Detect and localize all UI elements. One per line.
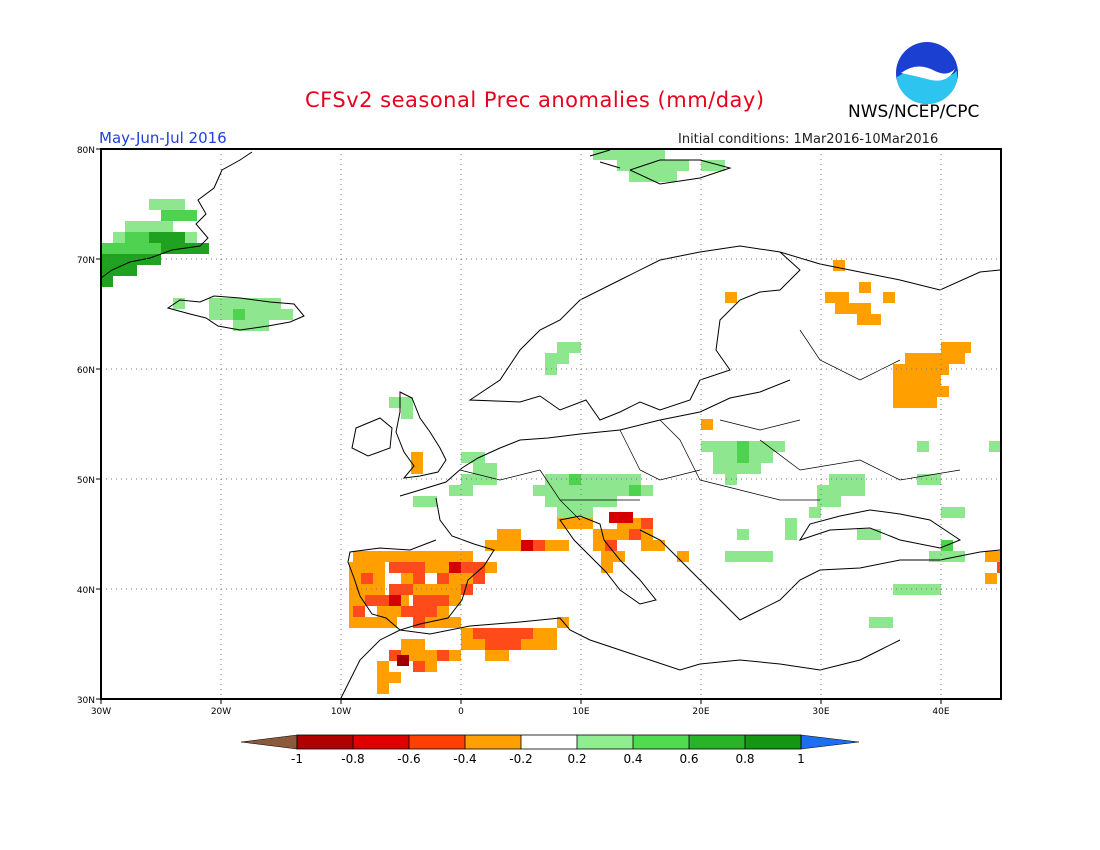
map-frame [100,148,1002,700]
lat-label: 30N [77,696,95,706]
legend-swatch [633,735,689,749]
lat-label: 80N [77,146,95,156]
balkans-coast [639,529,1001,621]
lon-label: 0 [458,707,464,717]
lon-label: 20E [692,707,709,717]
iceland-coast [166,295,305,331]
legend-swatch [521,735,577,749]
initial-conditions: Initial conditions: 1Mar2016-10Mar2016 [678,132,939,147]
legend-swatch [745,735,801,749]
cells-darkred [397,655,409,666]
legend-swatch [465,735,521,749]
lat-label: 70N [77,256,95,266]
legend-swatch [409,735,465,749]
legend-label: 0.6 [679,752,698,766]
coastlines [100,149,1001,701]
legend-swatch [353,735,409,749]
legend-swatch [577,735,633,749]
legend-arrow-low [240,734,298,750]
legend-frame [296,734,802,750]
iberia-coast [347,497,495,631]
cells-orange [349,260,1001,694]
lat-label: 50N [77,476,95,486]
lon-label: 30W [91,707,111,717]
scandinavia-coast [468,245,801,421]
legend-label: 0.8 [735,752,754,766]
legend-swatch [297,735,353,749]
map-frame-bg [101,149,1001,699]
continental-coast [399,379,791,497]
legend-arrow-high [800,734,860,750]
africa-coast [339,617,901,701]
legend-label: -0.2 [509,752,532,766]
greenland-coast [100,151,253,279]
legend-label: -0.6 [397,752,420,766]
legend-swatch [689,735,745,749]
lat-axis: 80N 70N 60N 50N 40N 30N [77,146,95,706]
anomaly-cells [101,149,1001,694]
graticule [101,149,1001,699]
legend-label: -1 [291,752,303,766]
cells-green-dark [101,232,209,287]
lon-ticks [100,699,942,704]
svalbard-coast [589,149,732,185]
kola-coast [779,251,1001,291]
lat-label: 40N [77,586,95,596]
lat-label: 60N [77,366,95,376]
color-legend: -1 -0.8 -0.6 -0.4 -0.2 0.2 0.4 0.6 0.8 1 [240,734,860,766]
chart-title: CFSv2 seasonal Prec anomalies (mm/day) [305,88,765,112]
legend-label: -0.4 [453,752,476,766]
cells-redorange [353,518,1001,672]
britain-coast [395,391,447,479]
lon-axis: 30W 20W 10W 0 10E 20E 30E 40E [91,707,950,717]
legend-label: 0.4 [623,752,642,766]
lon-label: 30E [812,707,829,717]
legend-label: 0.2 [567,752,586,766]
italy-coast [559,515,657,605]
land-borders [459,329,961,521]
lat-ticks [96,148,101,700]
lon-label: 10W [331,707,351,717]
legend-label: 1 [797,752,805,766]
legend-label: -0.8 [341,752,364,766]
organization-label: NWS/NCEP/CPC [848,102,980,122]
lon-label: 40E [932,707,949,717]
noaa-logo [896,42,958,105]
lon-label: 10E [572,707,589,717]
black-sea-coast [798,509,962,549]
lon-label: 20W [211,707,231,717]
forecast-period: May-Jun-Jul 2016 [99,129,227,147]
ireland-coast [351,417,393,457]
